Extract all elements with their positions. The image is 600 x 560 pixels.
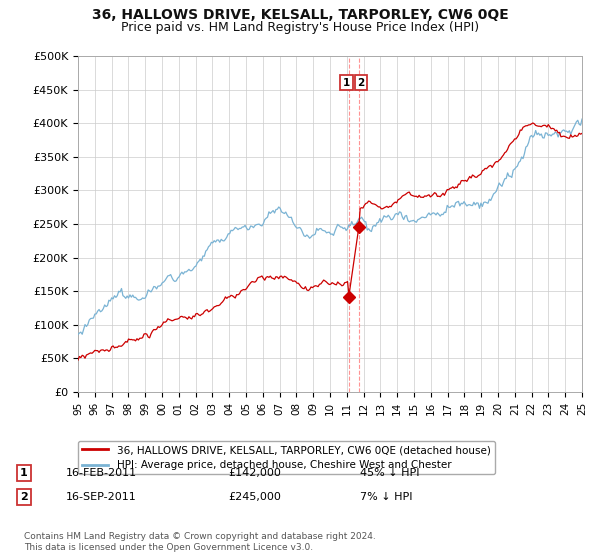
Text: 2: 2 <box>20 492 28 502</box>
Text: 1: 1 <box>343 78 350 88</box>
Text: Price paid vs. HM Land Registry's House Price Index (HPI): Price paid vs. HM Land Registry's House … <box>121 21 479 34</box>
Text: Contains HM Land Registry data © Crown copyright and database right 2024.
This d: Contains HM Land Registry data © Crown c… <box>24 532 376 552</box>
Text: £245,000: £245,000 <box>228 492 281 502</box>
Text: 45% ↓ HPI: 45% ↓ HPI <box>360 468 419 478</box>
Text: 1: 1 <box>20 468 28 478</box>
Text: 16-SEP-2011: 16-SEP-2011 <box>66 492 137 502</box>
Text: 7% ↓ HPI: 7% ↓ HPI <box>360 492 413 502</box>
Text: 36, HALLOWS DRIVE, KELSALL, TARPORLEY, CW6 0QE: 36, HALLOWS DRIVE, KELSALL, TARPORLEY, C… <box>92 8 508 22</box>
Text: 2: 2 <box>358 78 365 88</box>
Text: £142,000: £142,000 <box>228 468 281 478</box>
Text: 16-FEB-2011: 16-FEB-2011 <box>66 468 137 478</box>
Legend: 36, HALLOWS DRIVE, KELSALL, TARPORLEY, CW6 0QE (detached house), HPI: Average pr: 36, HALLOWS DRIVE, KELSALL, TARPORLEY, C… <box>78 441 495 474</box>
